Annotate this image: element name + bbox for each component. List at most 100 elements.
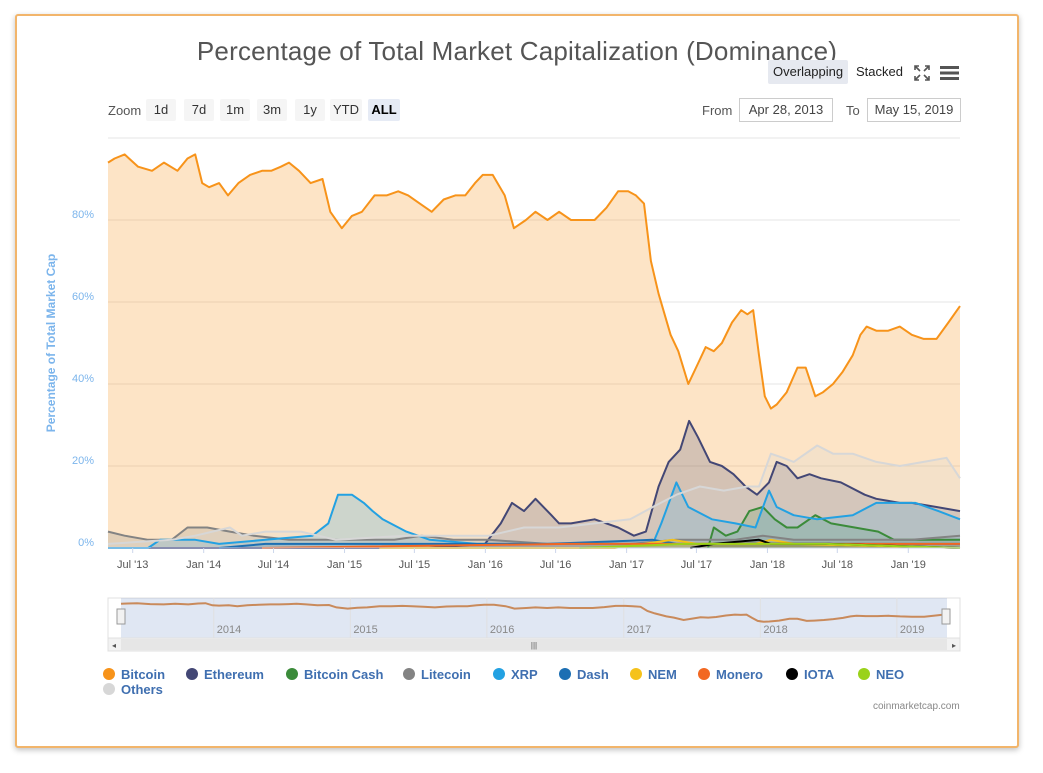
navigator-year-label: 2017 [627, 624, 651, 636]
legend-label: Litecoin [421, 667, 471, 682]
legend-marker-icon [103, 668, 115, 680]
navigator-scrollbar-thumb[interactable] [121, 639, 947, 650]
legend-item-neo[interactable]: NEO [858, 667, 904, 682]
legend-marker-icon [493, 668, 505, 680]
legend-marker-icon [698, 668, 710, 680]
x-tick-label: Jan '16 [468, 559, 503, 571]
credits-link[interactable]: coinmarketcap.com [873, 701, 960, 712]
from-label: From [702, 103, 733, 118]
navigator-left-handle[interactable] [116, 608, 126, 625]
x-tick-label: Jan '19 [891, 559, 926, 571]
legend-marker-icon [858, 668, 870, 680]
legend-item-xrp[interactable]: XRP [493, 667, 538, 682]
navigator-right-handle[interactable] [941, 608, 951, 625]
x-tick-label: Jan '15 [327, 559, 362, 571]
legend-label: NEM [648, 667, 677, 682]
to-label: To [846, 103, 860, 118]
y-grid [108, 137, 960, 467]
x-tick-label: Jul '13 [117, 559, 148, 571]
ethereum-line[interactable] [108, 419, 961, 549]
x-tick-labels: Jul '13 Jan '14 Jul '14 Jan '15 Jul '15 Jan '… [117, 548, 926, 571]
legend-label: Bitcoin [121, 667, 166, 682]
zoom-3m-button[interactable]: 3m [257, 99, 287, 121]
navigator-bitcoin-line [120, 602, 948, 623]
zoom-1y-button[interactable]: 1y [295, 99, 325, 121]
navigator[interactable]: 2014 2015 2016 2017 2018 2019 ||| ◂ ▸ [107, 597, 961, 652]
x-tick-label: Jul '15 [399, 559, 430, 571]
bitcoin-area [108, 154, 960, 548]
chart-svg: 0% 20% 40% 60% 80% Jul '13 Jan '14 Jul '14 Jan … [44, 137, 961, 652]
legend-label: NEO [876, 667, 905, 682]
litecoin-line[interactable] [107, 526, 961, 545]
x-tick-label: Jul '14 [258, 559, 289, 571]
y-tick-label: 80% [72, 209, 94, 221]
legend-marker-icon [559, 668, 571, 680]
bitcoin-line[interactable] [107, 153, 961, 410]
y-tick-label: 60% [72, 291, 94, 303]
series-lines [107, 153, 961, 549]
scroll-left-arrow-icon[interactable]: ◂ [112, 641, 116, 650]
legend-item-monero[interactable]: Monero [698, 667, 763, 682]
zoom-1m-button[interactable]: 1m [220, 99, 250, 121]
from-date-input[interactable] [739, 98, 833, 122]
legend-label: Bitcoin Cash [304, 667, 384, 682]
navigator-selection[interactable] [121, 598, 947, 638]
navigator-year-labels: 2014 2015 2016 2017 2018 2019 [217, 624, 925, 636]
x-tick-label: Jan '18 [750, 559, 785, 571]
zoom-ytd-button[interactable]: YTD [330, 99, 362, 121]
legend-label: Monero [716, 667, 763, 682]
overlapping-button[interactable]: Overlapping [768, 60, 849, 84]
zoom-1d-button[interactable]: 1d [146, 99, 176, 121]
legend-item-dash[interactable]: Dash [559, 667, 609, 682]
to-date-input[interactable] [867, 98, 961, 122]
navigator-year-label: 2015 [353, 624, 377, 636]
legend-item-bitcoin-cash[interactable]: Bitcoin Cash [286, 667, 383, 682]
zoom-label: Zoom [108, 103, 142, 118]
navigator-grid [213, 598, 898, 638]
navigator-year-label: 2018 [763, 624, 787, 636]
xrp-area [108, 482, 960, 548]
legend-item-iota[interactable]: IOTA [786, 667, 834, 682]
zoom-all-button[interactable]: ALL [368, 99, 400, 121]
legend-marker-icon [786, 668, 798, 680]
legend-marker-icon [186, 668, 198, 680]
legend-item-ethereum[interactable]: Ethereum [186, 667, 264, 682]
x-tick-label: Jan '14 [186, 559, 221, 571]
scroll-right-arrow-icon[interactable]: ▸ [952, 641, 956, 650]
x-tick-label: Jan '17 [609, 559, 644, 571]
litecoin-area [108, 527, 960, 548]
y-tick-label: 40% [72, 373, 94, 385]
y-tick-label: 20% [72, 455, 94, 467]
stacked-button[interactable]: Stacked [856, 64, 903, 79]
scrollbar-grip-icon: ||| [531, 641, 537, 650]
fullscreen-icon[interactable] [913, 64, 931, 82]
y-axis-label: Percentage of Total Market Cap [44, 254, 58, 433]
x-tick-label: Jul '17 [681, 559, 712, 571]
others-line[interactable] [107, 444, 961, 545]
hamburger-menu-icon[interactable] [940, 65, 960, 81]
others-area [108, 445, 960, 548]
neo-line[interactable] [579, 542, 961, 549]
navigator-year-label: 2014 [217, 624, 241, 636]
legend-label: Dash [577, 667, 609, 682]
navigator-year-label: 2019 [900, 624, 924, 636]
legend-marker-icon [286, 668, 298, 680]
legend-label: XRP [511, 667, 538, 682]
legend-label: Ethereum [204, 667, 264, 682]
legend-item-nem[interactable]: NEM [630, 667, 677, 682]
legend-marker-icon [103, 683, 115, 695]
chart-title: Percentage of Total Market Capitalizatio… [196, 36, 838, 66]
legend-marker-icon [630, 668, 642, 680]
legend-item-bitcoin[interactable]: Bitcoin [103, 667, 165, 682]
legend-item-others[interactable]: Others [103, 682, 163, 697]
y-tick-labels: 0% 20% 40% 60% 80% [72, 209, 94, 549]
x-tick-label: Jul '16 [540, 559, 571, 571]
legend-marker-icon [403, 668, 415, 680]
navigator-year-label: 2016 [490, 624, 514, 636]
y-tick-label: 0% [78, 537, 94, 549]
legend-item-litecoin[interactable]: Litecoin [403, 667, 471, 682]
legend-label: IOTA [804, 667, 835, 682]
legend-label: Others [121, 682, 163, 697]
zoom-7d-button[interactable]: 7d [184, 99, 214, 121]
x-tick-label: Jul '18 [822, 559, 853, 571]
